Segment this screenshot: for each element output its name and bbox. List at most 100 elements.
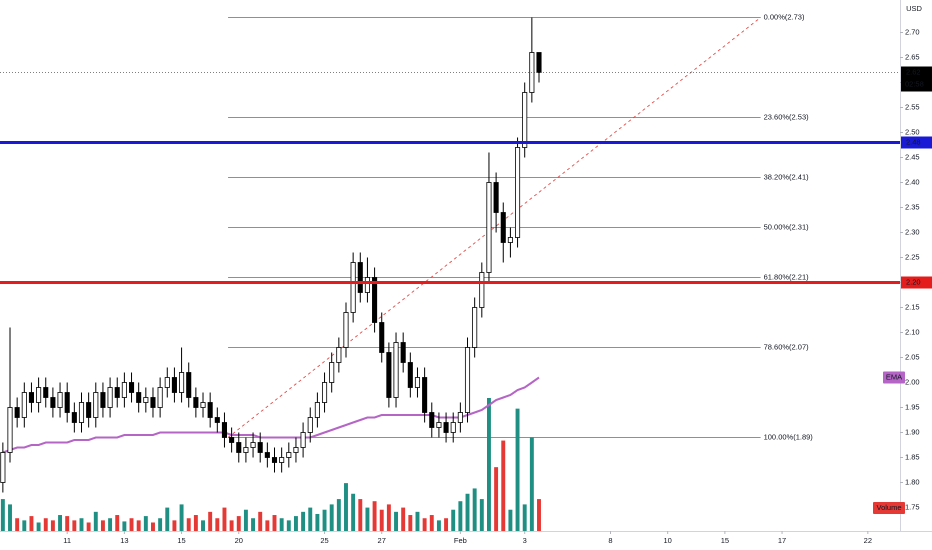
volume-bar: [479, 499, 484, 531]
x-tick-label: 3: [523, 536, 527, 545]
candle-body: [300, 432, 306, 448]
x-tick-label: 15: [721, 536, 729, 545]
candle-body: [150, 397, 156, 408]
candle-body: [28, 392, 34, 403]
volume-bar: [458, 501, 463, 531]
candle-body: [443, 422, 449, 433]
volume-bar: [93, 511, 98, 531]
volume-bar: [372, 501, 377, 531]
volume-bar: [8, 504, 12, 531]
candle-body: [179, 372, 185, 393]
candle-body: [236, 442, 242, 453]
volume-bar: [494, 467, 499, 531]
candle-body: [164, 377, 170, 388]
volume-bar: [86, 522, 91, 531]
last-price-box: [901, 66, 932, 92]
x-tick-label: 10: [664, 536, 672, 545]
candle-body: [493, 182, 499, 213]
volume-bar: [401, 507, 406, 531]
volume-bar: [472, 488, 477, 531]
volume-bar: [50, 520, 55, 531]
countdown-label: 02:58: [905, 79, 924, 88]
volume-bar: [429, 515, 434, 531]
volume-bar: [108, 518, 113, 531]
volume-bar: [293, 516, 298, 531]
candle-body: [157, 387, 163, 408]
y-tick-label: 2.30: [905, 227, 920, 236]
volume-bar: [136, 520, 141, 531]
volume-bar: [451, 509, 456, 531]
volume-bar: [344, 483, 348, 531]
candle-body: [121, 382, 127, 398]
candle-body: [464, 347, 471, 413]
fib-label: 23.60%(2.53): [764, 112, 810, 121]
x-tick-label: 22: [864, 536, 872, 545]
volume-bar: [515, 408, 520, 531]
volume-bar: [72, 520, 77, 531]
candle-body: [100, 392, 106, 408]
candle-body: [364, 277, 370, 293]
candle-body: [57, 392, 63, 408]
candle-body: [536, 52, 542, 73]
volume-bar: [386, 504, 391, 531]
volume-bar: [243, 509, 248, 531]
candle-body: [393, 342, 399, 398]
candle-body: [400, 342, 406, 363]
y-tick-label: 2.15: [905, 302, 920, 311]
volume-bar: [286, 520, 291, 531]
volume-bar: [379, 509, 384, 531]
candle-body: [329, 362, 335, 383]
volume-bar: [222, 507, 227, 531]
volume-bar: [537, 499, 541, 531]
fib-label: 61.80%(2.21): [764, 272, 810, 281]
price-box: [901, 276, 932, 289]
y-tick-label: 1.75: [905, 502, 920, 511]
candle-body: [14, 407, 20, 418]
candle-body: [321, 382, 328, 403]
fib-trend-line: [227, 17, 761, 438]
volume-bar: [265, 520, 270, 531]
candle-body: [457, 412, 463, 423]
candle-body: [71, 412, 77, 423]
candle-body: [136, 392, 142, 403]
volume-bar: [43, 518, 48, 531]
y-tick-label: 2.00: [905, 377, 920, 386]
x-tick-label: Feb: [454, 536, 467, 545]
ema-tag: [883, 371, 905, 384]
candle-body: [36, 387, 42, 403]
candle-body: [114, 387, 120, 398]
fib-label: 50.00%(2.31): [764, 222, 810, 231]
volume-bar: [422, 518, 427, 531]
volume-bar: [358, 499, 363, 531]
candle-body: [7, 407, 13, 453]
candle-body: [21, 392, 27, 418]
volume-bar: [172, 520, 177, 531]
y-tick-label: 2.65: [905, 52, 920, 61]
volume-bar: [351, 493, 356, 531]
volume-bar: [22, 520, 27, 531]
volume-bar: [415, 511, 420, 531]
candle-body: [64, 392, 70, 413]
last-price-label: 2.62: [906, 67, 921, 76]
price-box-label: 2.48: [906, 137, 921, 146]
candle-body: [279, 457, 285, 463]
volume-bar: [272, 515, 277, 531]
volume-bar: [529, 437, 534, 531]
volume-bar: [122, 521, 127, 531]
volume-bar: [436, 520, 441, 531]
volume-bar: [229, 520, 234, 531]
volume-bar: [508, 509, 513, 531]
candle-body: [307, 417, 313, 433]
candle-body: [221, 422, 228, 438]
volume-bar: [201, 520, 205, 531]
candle-body: [422, 377, 428, 413]
candle-body: [86, 402, 92, 418]
y-tick-label: 1.80: [905, 477, 920, 486]
volume-bar: [322, 509, 327, 531]
x-tick-label: 20: [235, 536, 243, 545]
volume-bar: [236, 516, 241, 531]
candle-body: [271, 457, 278, 463]
volume-bar: [444, 518, 449, 531]
volume-bar: [179, 504, 184, 531]
